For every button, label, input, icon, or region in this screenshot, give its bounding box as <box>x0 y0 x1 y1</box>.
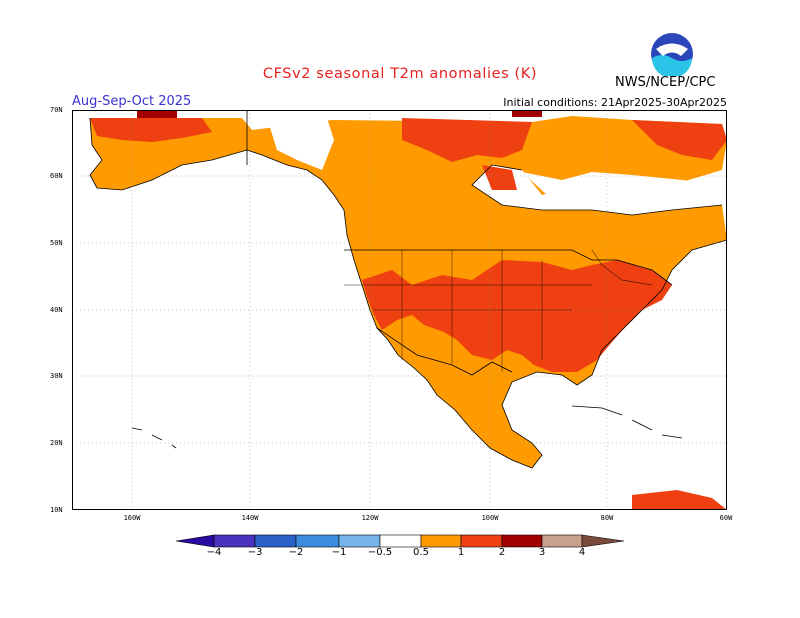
colorbar-segment-above-1 <box>460 534 503 548</box>
colorbar-tick: −2 <box>288 547 304 558</box>
anomaly-region-above-1 <box>90 118 212 142</box>
lon-label-140w: 140W <box>241 514 259 522</box>
anomaly-region-above-1 <box>632 490 727 510</box>
colorbar-tick: 2 <box>498 547 506 558</box>
anomaly-region-above-1 <box>362 260 672 372</box>
colorbar-segment-below-2 <box>254 534 297 548</box>
colorbar-segment-near-normal <box>379 534 422 548</box>
colorbar-tick: −4 <box>206 547 222 558</box>
lat-label-20n: 20N <box>50 439 63 447</box>
anomaly-fill <box>90 110 727 510</box>
colorbar-tick: 1 <box>457 547 465 558</box>
anomaly-region-above-1 <box>632 120 727 160</box>
near-normal-region <box>302 205 342 222</box>
colorbar-segment-below-3 <box>213 534 256 548</box>
anomaly-region-above-1 <box>402 118 532 162</box>
colorbar-segment-below-1 <box>295 534 340 548</box>
colorbar-segment-below-0-5 <box>338 534 381 548</box>
colorbar-segment-above-3 <box>541 534 583 548</box>
lat-label-70n: 70N <box>50 106 63 114</box>
lat-label-30n: 30N <box>50 372 63 380</box>
anomaly-region-above-2 <box>137 110 177 118</box>
colorbar-tick: −0.5 <box>367 547 393 558</box>
anomaly-region-above-1 <box>482 165 517 190</box>
colorbar-tick: −3 <box>247 547 263 558</box>
lat-label-50n: 50N <box>50 239 63 247</box>
colorbar-segment-above-4 <box>581 534 625 548</box>
colorbar-tick: −1 <box>331 547 347 558</box>
lat-label-40n: 40N <box>50 306 63 314</box>
colorbar-tick: 0.5 <box>413 547 429 558</box>
colorbar-tick: 4 <box>578 547 586 558</box>
gridlines <box>72 110 727 510</box>
agency-label: NWS/NCEP/CPC <box>615 75 716 90</box>
noaa-logo: NOAA <box>651 33 693 76</box>
logo-text: NOAA <box>659 45 685 54</box>
lat-label-10n: 10N <box>50 506 63 514</box>
lon-label-100w: 100W <box>481 514 499 522</box>
initial-conditions-label: Initial conditions: 21Apr2025-30Apr2025 <box>503 96 727 109</box>
anomaly-map <box>72 110 727 510</box>
anomaly-region-above-2 <box>512 110 542 117</box>
lon-label-60w: 60W <box>719 514 733 522</box>
lon-label-80w: 80W <box>600 514 614 522</box>
near-normal-region <box>267 118 334 170</box>
near-normal-region <box>522 172 722 210</box>
season-label: Aug-Sep-Oct 2025 <box>72 94 192 109</box>
colorbar-segment-below-4 <box>175 534 215 548</box>
colorbar-segment-above-2 <box>501 534 543 548</box>
colorbar-segment-above-0-5 <box>420 534 462 548</box>
lon-label-160w: 160W <box>123 514 141 522</box>
chart-title: CFSv2 seasonal T2m anomalies (K) <box>262 66 538 82</box>
lat-label-60n: 60N <box>50 172 63 180</box>
colorbar <box>175 534 625 548</box>
land-outlines <box>89 110 727 469</box>
lon-label-120w: 120W <box>361 514 379 522</box>
colorbar-tick: 3 <box>538 547 546 558</box>
